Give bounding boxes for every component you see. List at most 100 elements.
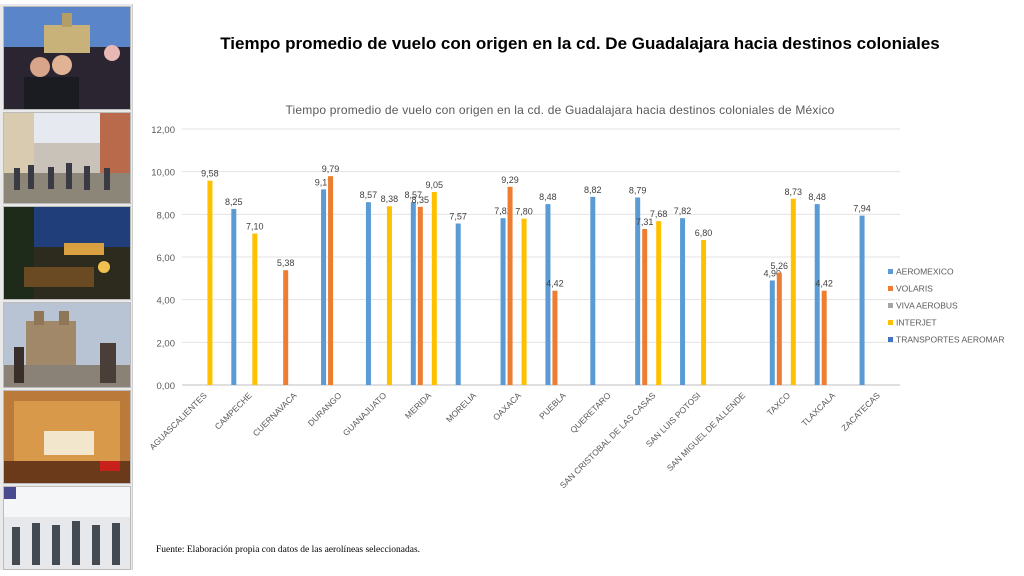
data-label: 8,48 [539, 192, 557, 202]
photo-hotel-room [3, 390, 131, 484]
legend-swatch [888, 269, 893, 274]
slide-title: Tiempo promedio de vuelo con origen en l… [220, 34, 940, 53]
data-label: 9,79 [322, 164, 340, 174]
bar-volaris [328, 176, 334, 385]
data-label: 8,38 [381, 194, 399, 204]
photo-couple-rooftop [3, 6, 131, 110]
data-label: 9,17 [315, 177, 333, 187]
y-tick-label: 6,00 [157, 253, 176, 264]
photo-market-crowd [3, 486, 131, 570]
legend-label: AEROMEXICO [896, 267, 954, 277]
bar-aeromexico [500, 218, 506, 385]
data-label: 9,29 [501, 175, 519, 185]
x-tick-label: SAN CRISTOBAL DE LAS CASAS [558, 390, 658, 490]
data-label: 7,94 [853, 204, 871, 214]
bar-interjet [386, 206, 392, 385]
y-tick-label: 0,00 [157, 381, 176, 392]
data-label: 8,79 [629, 185, 647, 195]
photo-night-terrace [3, 206, 131, 300]
data-label: 8,73 [785, 187, 803, 197]
legend-label: VIVA AEROBUS [896, 301, 958, 311]
x-tick-label: MORELIA [444, 390, 478, 424]
x-tick-label: DURANGO [306, 390, 344, 428]
legend-label: TRANSPORTES AEROMAR [896, 335, 1004, 345]
data-label: 7,68 [650, 209, 668, 219]
bar-interjet [790, 198, 796, 385]
data-label: 4,42 [815, 279, 833, 289]
x-tick-label: PUEBLA [537, 390, 568, 421]
bar-interjet [701, 239, 707, 385]
photo-church-plaza [3, 302, 131, 388]
data-label: 8,35 [412, 195, 430, 205]
data-label: 6,80 [695, 228, 713, 238]
legend-swatch [888, 303, 893, 308]
photo-street-crowd [3, 112, 131, 204]
bar-volaris [776, 272, 782, 385]
legend-swatch [888, 337, 893, 342]
y-tick-label: 4,00 [157, 296, 176, 307]
data-label: 8,82 [584, 185, 602, 195]
bar-aeromexico [410, 202, 416, 385]
y-tick-label: 12,00 [151, 125, 175, 136]
bar-volaris [552, 290, 558, 385]
data-label: 5,38 [277, 258, 295, 268]
data-label: 8,48 [808, 192, 826, 202]
bar-aeromexico [231, 209, 237, 385]
x-tick-label: TAXCO [765, 390, 793, 418]
data-label: 5,26 [771, 261, 789, 271]
bar-interjet [521, 218, 527, 385]
legend-swatch [888, 320, 893, 325]
bar-aeromexico [635, 197, 641, 385]
x-tick-label: CAMPECHE [213, 390, 254, 431]
data-label: 7,82 [674, 206, 692, 216]
data-label: 4,90 [764, 268, 782, 278]
bar-aeromexico [859, 215, 865, 385]
legend-label: VOLARIS [896, 284, 933, 294]
x-tick-label: OAXACA [491, 390, 523, 422]
bar-aeromexico [590, 196, 596, 385]
data-label: 9,58 [201, 169, 219, 179]
bar-aeromexico [365, 202, 371, 385]
bar-volaris [642, 229, 648, 385]
bar-aeromexico [321, 189, 327, 385]
x-tick-label: ZACATECAS [839, 390, 882, 433]
chart-title: Tiempo promedio de vuelo con origen en l… [285, 103, 835, 117]
x-tick-label: TLAXCALA [799, 390, 837, 428]
data-label: 9,05 [426, 180, 444, 190]
data-label: 7,80 [515, 207, 533, 217]
bar-aeromexico [545, 204, 551, 385]
data-label: 7,57 [449, 212, 467, 222]
bar-interjet [431, 191, 437, 385]
bar-aeromexico [814, 204, 820, 385]
data-label: 8,57 [405, 190, 423, 200]
x-tick-label: GUANAJUATO [341, 390, 389, 438]
bar-aeromexico [769, 280, 775, 385]
bar-interjet [207, 180, 213, 385]
bar-volaris [417, 206, 423, 385]
x-tick-label: CUERNAVACA [251, 390, 299, 438]
data-label: 7,82 [494, 206, 512, 216]
data-label: 8,25 [225, 197, 243, 207]
source-note: Fuente: Elaboración propia con datos de … [156, 545, 421, 555]
bar-aeromexico [455, 223, 461, 385]
bar-volaris [507, 186, 513, 385]
bar-volaris [283, 270, 289, 385]
legend-label: INTERJET [896, 318, 937, 328]
bar-interjet [656, 221, 662, 385]
y-tick-label: 2,00 [157, 338, 176, 349]
data-label: 4,42 [546, 279, 564, 289]
photo-strip [0, 4, 133, 570]
data-label: 7,10 [246, 222, 264, 232]
bar-aeromexico [680, 218, 686, 385]
data-label: 8,57 [360, 190, 378, 200]
x-tick-label: MERIDA [403, 390, 434, 421]
data-label: 7,31 [636, 217, 654, 227]
x-tick-label: AGUASCALIENTES [147, 390, 209, 452]
bar-interjet [252, 233, 258, 385]
legend-swatch [888, 286, 893, 291]
y-tick-label: 8,00 [157, 210, 176, 221]
y-tick-label: 10,00 [151, 168, 175, 179]
x-tick-label: QUERETARO [568, 390, 613, 435]
bar-volaris [821, 290, 827, 385]
